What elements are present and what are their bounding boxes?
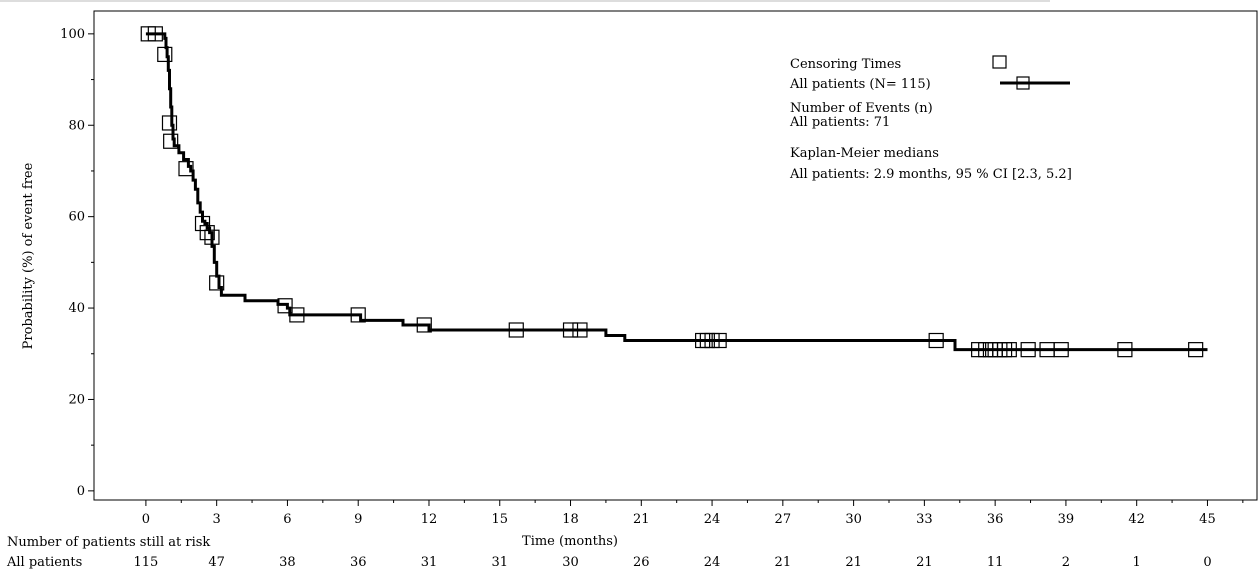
km-survival-curve bbox=[145, 32, 1208, 352]
x-tick-label: 45 bbox=[1199, 512, 1216, 527]
censor-mark bbox=[711, 332, 727, 349]
x-tick-label: 6 bbox=[283, 512, 291, 527]
y-axis-ticks: 0 20 40 60 80 100 bbox=[60, 27, 94, 499]
x-tick-label: 39 bbox=[1058, 512, 1075, 527]
risk-count: 30 bbox=[562, 555, 579, 570]
censor-mark bbox=[161, 115, 178, 131]
legend-censor-square-icon bbox=[992, 55, 1007, 69]
km-curve-group bbox=[145, 32, 1208, 352]
censor-mark bbox=[147, 26, 163, 42]
censor-mark bbox=[178, 161, 194, 177]
censor-mark bbox=[508, 322, 524, 338]
y-tick-label: 100 bbox=[60, 27, 85, 42]
censor-mark bbox=[1117, 342, 1133, 358]
legend-series-label: All patients (N= 115) bbox=[789, 77, 931, 92]
risk-count: 2 bbox=[1062, 555, 1070, 570]
risk-count: 31 bbox=[491, 555, 508, 570]
censor-mark bbox=[1188, 342, 1204, 358]
censor-mark bbox=[350, 307, 366, 323]
x-tick-label: 21 bbox=[633, 512, 650, 527]
legend: Censoring Times All patients (N= 115) Nu… bbox=[789, 55, 1072, 182]
legend-medians-header: Kaplan-Meier medians bbox=[790, 146, 939, 161]
censor-mark bbox=[1053, 342, 1069, 358]
censor-mark bbox=[204, 229, 220, 245]
censor-mark bbox=[572, 322, 588, 338]
legend-events-text: All patients: 71 bbox=[789, 115, 890, 130]
risk-count: 115 bbox=[133, 555, 158, 570]
risk-table-header: Number of patients still at risk bbox=[7, 535, 210, 550]
x-tick-label: 0 bbox=[142, 512, 150, 527]
x-axis-ticks: 036912151821242730333639424548 bbox=[142, 500, 1244, 527]
risk-count: 11 bbox=[987, 555, 1004, 570]
legend-series-square-icon bbox=[1016, 76, 1030, 90]
y-tick-label: 20 bbox=[68, 392, 85, 407]
censor-mark bbox=[199, 225, 215, 241]
risk-count: 38 bbox=[279, 555, 296, 570]
y-axis-label: Probability (%) of event free bbox=[21, 162, 36, 349]
risk-count: 31 bbox=[421, 555, 438, 570]
y-tick-label: 80 bbox=[68, 118, 85, 133]
censor-mark bbox=[1001, 342, 1017, 358]
censor-mark bbox=[562, 322, 579, 338]
risk-count: 0 bbox=[1203, 555, 1211, 570]
censor-marks-group bbox=[140, 26, 1204, 358]
risk-table-row-label: All patients bbox=[6, 555, 82, 570]
y-tick-label: 0 bbox=[77, 484, 85, 499]
censor-mark bbox=[194, 215, 211, 232]
legend-medians-text: All patients: 2.9 months, 95 % CI [2.3, … bbox=[789, 167, 1072, 182]
legend-events-header: Number of Events (n) bbox=[790, 101, 933, 116]
x-tick-label: 12 bbox=[421, 512, 438, 527]
x-tick-label: 33 bbox=[916, 512, 933, 527]
x-tick-label: 30 bbox=[845, 512, 862, 527]
x-tick-label: 9 bbox=[354, 512, 362, 527]
x-tick-label: 36 bbox=[987, 512, 1004, 527]
x-axis-label: Time (months) bbox=[522, 534, 618, 549]
risk-count: 21 bbox=[916, 555, 933, 570]
censor-mark bbox=[1020, 342, 1036, 358]
x-tick-label: 3 bbox=[213, 512, 221, 527]
censor-mark bbox=[928, 332, 944, 349]
x-tick-label: 24 bbox=[704, 512, 721, 527]
x-tick-label: 27 bbox=[775, 512, 792, 527]
censor-mark bbox=[163, 133, 179, 149]
risk-count: 21 bbox=[775, 555, 792, 570]
risk-count: 24 bbox=[704, 555, 721, 570]
censor-mark bbox=[157, 46, 173, 63]
risk-table: Number of patients still at risk All pat… bbox=[6, 535, 1212, 570]
plot-frame bbox=[93, 10, 1258, 501]
censor-mark bbox=[289, 307, 305, 323]
y-tick-label: 60 bbox=[68, 210, 85, 225]
y-tick-label: 40 bbox=[68, 301, 85, 316]
risk-table-counts: 1154738363131302624212121112100 bbox=[133, 555, 1211, 570]
risk-count: 1 bbox=[1133, 555, 1141, 570]
censor-mark bbox=[416, 317, 432, 333]
legend-censoring-label: Censoring Times bbox=[790, 57, 901, 72]
risk-count: 47 bbox=[208, 555, 225, 570]
censor-mark bbox=[277, 298, 293, 314]
risk-count: 26 bbox=[633, 555, 650, 570]
x-tick-label: 42 bbox=[1128, 512, 1145, 527]
censor-mark bbox=[209, 275, 225, 291]
x-tick-label: 18 bbox=[562, 512, 579, 527]
x-tick-label: 15 bbox=[491, 512, 508, 527]
risk-count: 36 bbox=[350, 555, 367, 570]
risk-count: 21 bbox=[845, 555, 862, 570]
